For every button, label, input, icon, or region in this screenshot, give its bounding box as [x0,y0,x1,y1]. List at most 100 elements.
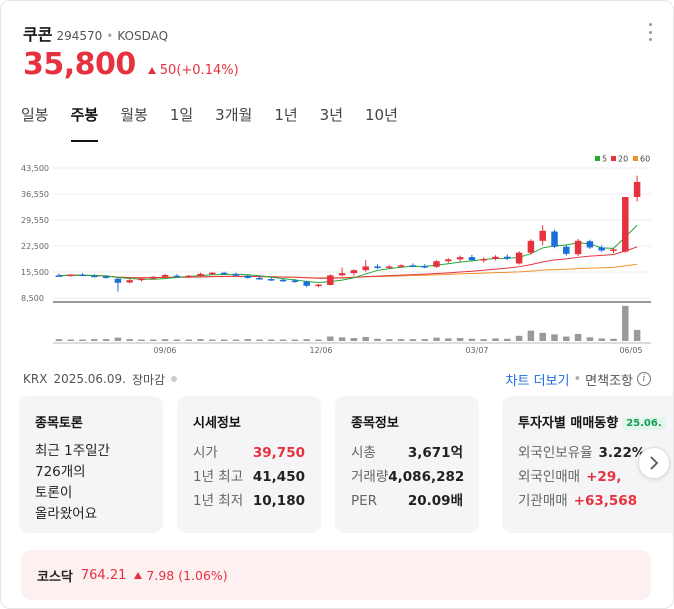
kv-key: 기관매매 [518,493,568,509]
candle-body [279,279,287,282]
candle-body [350,270,358,274]
volume-bar [622,305,629,341]
volume-bar [610,338,617,341]
exchange-label: KRX [23,372,48,386]
tab-daily[interactable]: 일봉 [21,106,49,124]
volume-bar [327,336,334,341]
volume-bar [563,336,570,341]
date-badge: 25.06. [622,417,666,430]
info-cards: 종목토론 최근 1주일간 726개의 토론이 올라왔어요 시세정보 시가 39,7… [19,396,673,534]
volume-bar [598,338,605,341]
candle-body [445,259,452,262]
ma20-line [58,246,638,279]
candle-body [327,275,334,285]
volume-bar [539,332,546,341]
kv-key: 거래량 [351,469,389,485]
candle-body [362,266,369,271]
discussion-line-2: 726개의 [35,464,86,480]
candle-body [397,265,405,267]
candle-body [67,274,74,277]
candle-body [138,278,145,281]
volume-bar [256,339,263,341]
info-icon[interactable]: i [637,372,651,386]
kv-value: 39,750 [252,445,305,461]
candle-body [610,249,617,251]
candle-body [197,273,204,276]
tab-3month[interactable]: 3개월 [215,106,253,124]
disclaimer-link[interactable]: 면책조항 [585,373,633,389]
volume-bar [515,335,523,341]
next-cards-button[interactable] [638,447,670,479]
volume-bar [138,339,145,341]
volume-bar [468,338,476,341]
candle-body [515,252,523,264]
volume-bar [126,339,133,341]
kv-key: 시총 [351,445,376,461]
stock-code: 294570 [56,29,103,43]
market-cap-row: 시총 3,671억 [351,441,463,465]
volume-bar [55,339,63,341]
tab-10year[interactable]: 10년 [365,106,398,124]
candle-body [79,274,86,277]
volume-bar [421,339,428,341]
chart-meta-row: KRX 2025.06.09. 장마감 차트 더보기 • 면책조항 i [23,370,651,389]
stock-name[interactable]: 쿠콘 [23,25,53,44]
card-title: 시세정보 [193,416,241,431]
tab-monthly[interactable]: 월봉 [120,106,148,124]
kv-key: PER [351,493,378,509]
y-tick-label: 8,500 [21,294,44,303]
volume-bar [362,336,369,341]
candle-body [315,284,322,287]
candle-body [586,241,594,248]
more-options-icon[interactable] [645,23,655,41]
tab-3year[interactable]: 3년 [319,106,344,124]
candle-body [161,274,169,277]
up-arrow-icon [147,67,156,74]
volume-bar [480,339,487,341]
volume-bar [79,339,86,341]
candle-body [563,246,570,254]
kv-value: 10,180 [252,493,305,509]
volume-bar [197,339,204,341]
volume-bar [91,339,98,341]
discussion-line-4: 올라왔어요 [35,506,98,522]
separator-dot: • [573,371,582,387]
volume-bar [185,339,192,341]
volume-bar [67,339,74,341]
kosdaq-index-bar[interactable]: 코스닥 764.21 7.98 (1.06%) [21,550,651,600]
kv-value: 41,450 [252,469,305,485]
chart-svg[interactable]: 43,500 36,550 29,550 22,500 15,500 8,500 5 20 60… [1,151,674,363]
price-row: 35,800 50(+0.14%) [23,47,239,82]
candle-body [102,276,110,278]
candle-body [539,230,546,241]
x-tick-label: 03/07 [465,346,488,355]
candle-body [150,276,157,279]
card-discussion[interactable]: 종목토론 최근 1주일간 726개의 토론이 올라왔어요 [19,396,163,533]
tab-1year[interactable]: 1년 [274,106,298,124]
volume-bar [574,333,582,341]
y-tick-label: 29,550 [21,216,49,225]
card-title: 종목토론 [35,416,83,431]
legend-label: 5 [602,155,607,164]
card-stock-info[interactable]: 종목정보 시총 3,671억 거래량 4,086,282 PER 20.09배 [335,396,479,533]
volume-bar [315,339,322,341]
candle-body [551,231,558,247]
candle-body [220,272,228,275]
candle-body [244,275,251,278]
y-tick-label: 36,550 [21,190,49,199]
chart-more-link[interactable]: 차트 더보기 [505,373,570,389]
tab-weekly[interactable]: 주봉 [70,104,109,142]
card-market-info[interactable]: 시세정보 시가 39,750 1년 최고 41,450 1년 최저 10,180 [177,396,321,533]
volume-bar [161,339,169,341]
tab-1day[interactable]: 1일 [169,106,194,124]
kv-value: 4,086,282 [388,469,465,485]
kv-value: 20.09배 [407,493,463,509]
price-chart[interactable]: 43,500 36,550 29,550 22,500 15,500 8,500 5 20 60… [1,151,674,363]
trade-date: 2025.06.09. [53,372,126,386]
status-dot-icon [171,376,178,382]
volume-bar [504,338,511,341]
volume-bar [586,337,594,341]
candle-body [126,280,133,283]
volume-bar [102,339,110,341]
legend-swatch [633,156,638,161]
